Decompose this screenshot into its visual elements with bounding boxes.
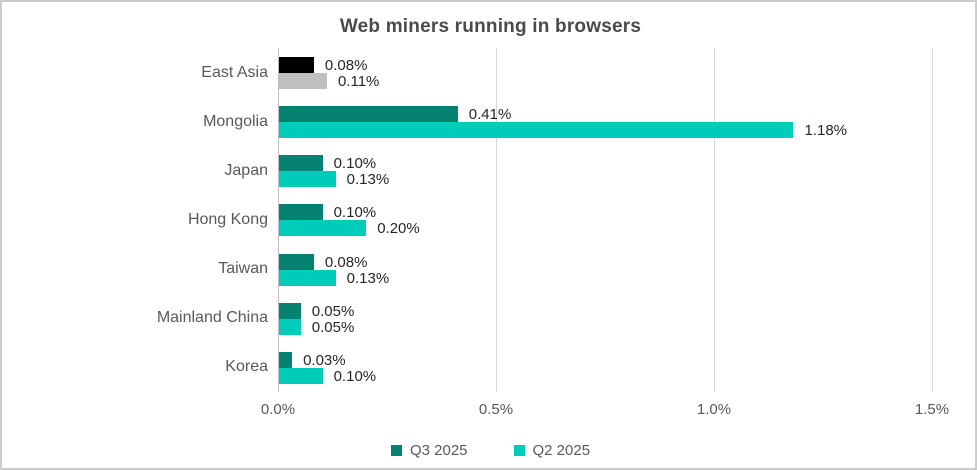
category-label-mongolia: Mongolia (203, 112, 268, 130)
value-label: 0.10% (333, 204, 377, 222)
bar-q2-2025-east-asia (279, 73, 327, 89)
category-label-east-asia: East Asia (201, 63, 268, 81)
value-label: 0.41% (468, 106, 512, 124)
chart-title: Web miners running in browsers (339, 16, 642, 37)
category-label-hong-kong: Hong Kong (187, 210, 268, 228)
gridline (714, 48, 715, 392)
legend: Q3 2025 Q2 2025 (2, 442, 977, 459)
value-label: 0.13% (346, 269, 390, 287)
bar-q3-2025-taiwan (279, 253, 314, 270)
x-tick-label: 1.0% (696, 401, 732, 418)
category-label-mainland-china: Mainland China (156, 309, 268, 327)
y-axis-line (278, 48, 279, 392)
plot-area: 0.08% 0.11% 0.41% 1.18% 0.10% 0.13% 0.10% 0.20%… (278, 48, 933, 392)
value-label: 0.10% (333, 155, 377, 173)
legend-swatch-q2-2025-icon (513, 445, 525, 456)
value-label: 0.03% (303, 351, 346, 369)
value-label: 0.10% (333, 367, 377, 385)
bar-q2-2025-mongolia (279, 122, 794, 139)
value-label: 1.18% (804, 122, 848, 140)
x-tick-label: 0.0% (260, 401, 296, 418)
bar-q3-2025-east-asia (279, 57, 314, 73)
category-label-japan: Japan (224, 161, 268, 179)
bar-q2-2025-korea (279, 367, 323, 384)
bar-q3-2025-korea (279, 351, 293, 368)
bar-q3-2025-mongolia (279, 106, 458, 123)
legend-item-q2-2025: Q2 2025 (513, 442, 591, 459)
x-axis-labels: 0.0% 0.5% 1.0% 1.5% (2, 401, 977, 423)
x-tick-label: 0.5% (478, 401, 514, 418)
bar-q3-2025-japan (279, 155, 323, 172)
x-tick-label: 1.5% (914, 401, 950, 418)
legend-label-q2-2025: Q2 2025 (532, 442, 591, 459)
legend-label-q3-2025: Q3 2025 (409, 442, 468, 459)
value-label: 0.05% (311, 302, 355, 320)
gridline (932, 48, 933, 392)
category-label-taiwan: Taiwan (218, 260, 268, 278)
bar-q2-2025-mainland-china (279, 318, 301, 335)
value-label: 0.08% (324, 57, 368, 74)
value-label: 0.05% (311, 318, 355, 336)
gridline (496, 48, 497, 392)
bar-q3-2025-hong-kong (279, 204, 323, 221)
legend-item-q3-2025: Q3 2025 (390, 442, 468, 459)
bar-q2-2025-hong-kong (279, 220, 367, 237)
value-label: 0.20% (377, 220, 420, 238)
legend-swatch-q3-2025-icon (390, 445, 402, 456)
category-label-korea: Korea (225, 358, 268, 376)
value-label: 0.08% (324, 253, 368, 271)
y-axis-category-labels: East Asia Mongolia Japan Hong Kong Taiwan Mai… (2, 48, 268, 392)
bar-q2-2025-japan (279, 171, 336, 188)
bar-q2-2025-taiwan (279, 269, 336, 286)
value-label: 0.11% (337, 73, 380, 90)
bar-q3-2025-mainland-china (279, 302, 301, 319)
value-label: 0.13% (346, 171, 390, 189)
